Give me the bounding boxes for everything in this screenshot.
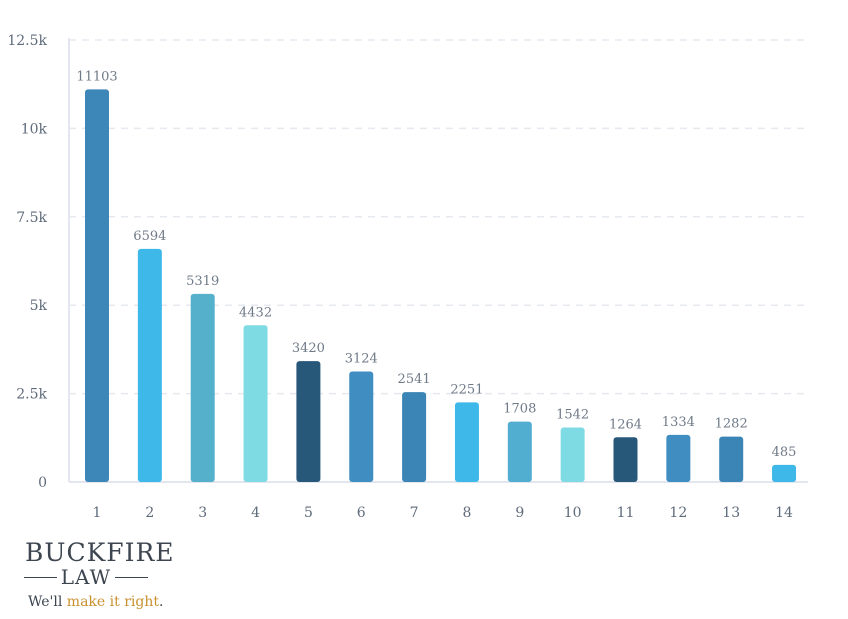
logo-name: BUCKFIRE [25,538,175,567]
bar [560,427,585,482]
x-tick-label: 1 [93,505,102,521]
data-label: 1282 [715,417,748,432]
bar [454,402,479,482]
y-tick-label: 5k [30,298,48,314]
data-label: 4432 [239,305,272,320]
bar [507,421,532,482]
bar [613,437,638,482]
bar [85,89,109,482]
logo-tag-accent: make it right [66,594,159,610]
x-tick-label: 8 [462,505,471,521]
bar [402,392,427,482]
logo-tagline: We'll make it right. [28,594,163,610]
data-label: 3420 [292,341,325,356]
bars [85,89,797,482]
x-tick-label: 10 [564,505,582,521]
data-label: 1542 [556,407,589,422]
data-label: 2251 [450,382,483,397]
y-tick-label: 2.5k [16,387,47,403]
y-tick-label: 10k [21,121,48,137]
data-label: 1708 [503,402,536,417]
data-label: 1264 [609,417,642,432]
logo-tag-start: We'll [28,594,67,610]
data-label: 11103 [76,69,117,84]
x-tick-label: 2 [145,505,154,521]
x-tick-label: 3 [198,505,207,521]
data-labels: 11103 6594 5319 4432 3420 3124 2541 2251 1708 154… [76,69,796,459]
data-label: 3124 [345,352,378,367]
bar [772,464,797,482]
buckfire-law-logo: BUCKFIRE LAW We'll make it right. [24,538,175,610]
x-tick-label: 14 [775,505,793,521]
y-tick-labels: 0 2.5k 5k 7.5k 10k 12.5k [7,33,47,491]
x-tick-label: 12 [669,505,687,521]
x-tick-label: 5 [304,505,313,521]
x-tick-label: 9 [515,505,524,521]
bar [666,434,691,482]
data-label: 6594 [133,229,166,244]
bar [349,371,374,482]
data-label: 485 [772,445,797,460]
x-tick-labels: 1 2 3 4 5 6 7 8 9 10 11 12 13 14 [93,505,794,521]
data-label: 5319 [186,274,219,289]
y-tick-label: 0 [38,475,47,491]
logo-rule-right [115,576,149,578]
bar [296,361,321,482]
x-tick-label: 13 [722,505,740,521]
logo-law: LAW [60,565,112,589]
x-tick-label: 6 [357,505,366,521]
bar [137,248,162,482]
x-tick-label: 7 [410,505,419,521]
y-tick-label: 12.5k [7,33,47,49]
logo-rule-left [24,576,57,578]
x-tick-label: 4 [251,505,260,521]
gridlines [69,39,808,395]
bar [719,436,744,482]
logo-tag-end: . [158,594,164,610]
bar [243,325,268,482]
x-tick-label: 11 [617,505,635,521]
logo-law-row: LAW [24,565,149,589]
bar [190,293,215,482]
data-label: 2541 [398,372,431,387]
y-tick-label: 7.5k [16,210,47,226]
data-label: 1334 [662,415,695,430]
